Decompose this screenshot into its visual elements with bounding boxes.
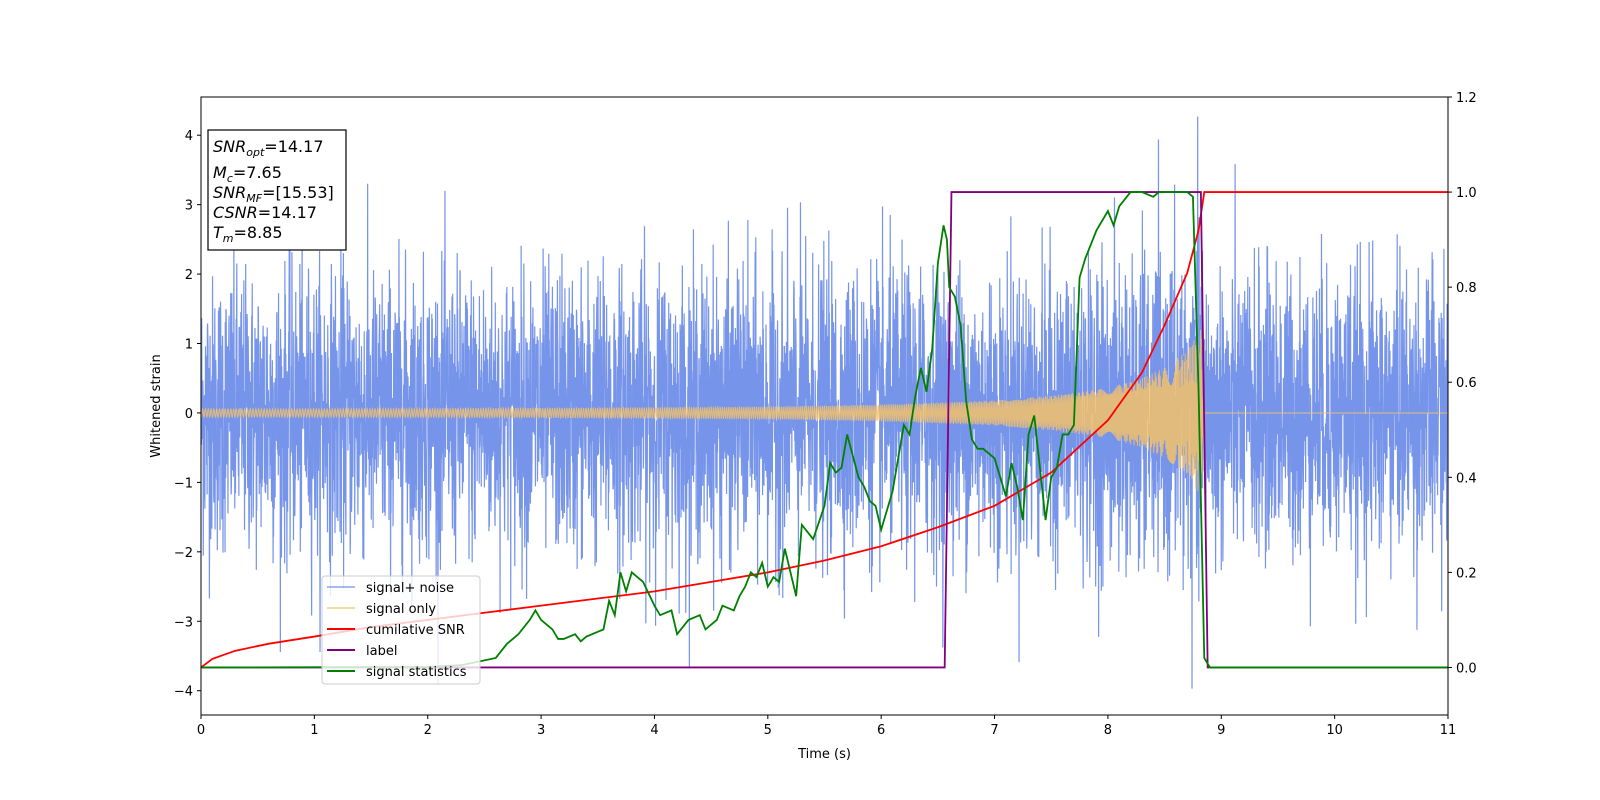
info-line: Mc=7.65 bbox=[213, 163, 282, 185]
y-tick-label: 2 bbox=[185, 268, 193, 283]
info-box: SNRopt=14.17Mc=7.65SNRMF=[15.53]CSNR=14.… bbox=[207, 129, 347, 251]
y-tick-label: 3 bbox=[185, 199, 193, 214]
x-axis-title: Time (s) bbox=[797, 747, 851, 762]
x-tick-label: 0 bbox=[197, 723, 205, 738]
info-box-frame bbox=[207, 129, 347, 251]
info-symbol: SNR bbox=[213, 183, 246, 202]
x-tick-label: 8 bbox=[1104, 723, 1112, 738]
legend-label: cumilative SNR bbox=[366, 623, 465, 638]
y-tick-label: −2 bbox=[174, 546, 193, 561]
info-line: CSNR=14.17 bbox=[213, 203, 317, 222]
legend-label: signal only bbox=[366, 602, 436, 617]
series-signal-only bbox=[201, 330, 1448, 496]
info-line: SNRopt=14.17 bbox=[213, 137, 324, 159]
legend-label: signal+ noise bbox=[366, 581, 454, 596]
info-value: =[15.53] bbox=[262, 183, 334, 202]
x-tick-label: 9 bbox=[1217, 723, 1225, 738]
y-tick-label: 0 bbox=[185, 407, 193, 422]
x-tick-label: 2 bbox=[424, 723, 432, 738]
x-tick-label: 1 bbox=[310, 723, 318, 738]
info-subscript: opt bbox=[246, 146, 265, 159]
y-tick-label: 1 bbox=[185, 338, 193, 353]
info-symbol: CSNR bbox=[213, 203, 258, 222]
series-signal-statistics bbox=[201, 191, 1448, 669]
legend-frame bbox=[321, 575, 481, 685]
x-tick-label: 10 bbox=[1326, 723, 1343, 738]
info-subscript: c bbox=[227, 172, 233, 185]
info-symbol: M bbox=[213, 163, 227, 182]
y-tick-label: 4 bbox=[185, 129, 193, 144]
legend: signal+ noise signal only cumilative SNR la… bbox=[321, 575, 481, 685]
info-symbol: SNR bbox=[213, 137, 246, 156]
y2-tick-label: 0.8 bbox=[1456, 281, 1477, 296]
axes: 0 1 2 3 4 5 6 7 8 9 10 11 −4 −3 −2 −1 0 1 2 3 4 0.0 0.2 0.4 0.6 0… bbox=[174, 91, 1477, 738]
legend-label: signal statistics bbox=[366, 665, 467, 680]
x-tick-label: 4 bbox=[650, 723, 658, 738]
y2-tick-label: 1.2 bbox=[1456, 91, 1477, 106]
info-value: =14.17 bbox=[264, 137, 323, 156]
y2-tick-label: 0.6 bbox=[1456, 376, 1477, 391]
info-value: =14.17 bbox=[258, 203, 317, 222]
x-tick-label: 3 bbox=[537, 723, 545, 738]
y2-tick-label: 0.2 bbox=[1456, 566, 1477, 581]
info-value: =7.65 bbox=[233, 163, 282, 182]
info-subscript: m bbox=[223, 232, 234, 245]
info-line: Tm=8.85 bbox=[213, 223, 283, 245]
x-tick-label: 5 bbox=[764, 723, 772, 738]
y2-tick-label: 0.0 bbox=[1456, 661, 1477, 676]
y-tick-label: −4 bbox=[174, 685, 193, 700]
info-line: SNRMF=[15.53] bbox=[213, 183, 334, 205]
y2-tick-label: 0.4 bbox=[1456, 471, 1477, 486]
y2-tick-label: 1.0 bbox=[1456, 186, 1477, 201]
info-subscript: MF bbox=[246, 192, 262, 205]
plot-frame bbox=[200, 96, 1449, 716]
x-tick-label: 7 bbox=[990, 723, 998, 738]
y-axis-title: Whitened strain bbox=[149, 354, 164, 457]
x-tick-label: 6 bbox=[877, 723, 885, 738]
legend-label: label bbox=[366, 644, 397, 659]
x-tick-label: 11 bbox=[1440, 723, 1457, 738]
y-tick-label: −3 bbox=[174, 615, 193, 630]
info-value: =8.85 bbox=[234, 223, 283, 242]
y-tick-label: −1 bbox=[174, 476, 193, 491]
info-symbol: T bbox=[213, 223, 224, 242]
